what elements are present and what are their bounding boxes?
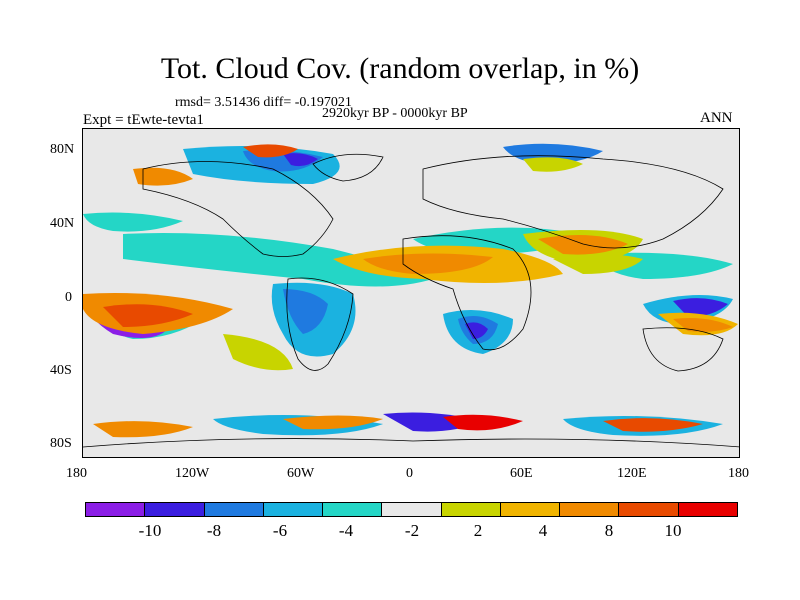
colorbar-swatch xyxy=(204,503,264,516)
lat-tick-label: 80N xyxy=(50,142,75,157)
colorbar-swatch xyxy=(263,503,324,516)
colorbar-label: 4 xyxy=(538,521,548,540)
lat-tick-label: 40N xyxy=(50,216,75,231)
lon-tick-label: 180 xyxy=(728,466,749,481)
colorbar-swatch xyxy=(560,503,620,516)
lat-tick-label: 80S xyxy=(50,436,72,451)
stats-text: rmsd= 3.51436 diff= -0.197021 xyxy=(175,95,352,110)
lon-tick-label: 0 xyxy=(406,466,413,481)
lon-tick-label: 120W xyxy=(175,466,210,481)
experiment-label: Expt = tEwte-tevta1 xyxy=(83,112,204,128)
colorbar-swatch xyxy=(441,503,501,516)
lon-tick-label: 180 xyxy=(66,466,87,481)
lat-tick-label: 0 xyxy=(65,290,72,305)
colorbar-label: -8 xyxy=(206,521,222,540)
colorbar-label: -2 xyxy=(404,521,420,540)
season-label: ANN xyxy=(700,110,733,126)
colorbar-swatch xyxy=(323,503,383,516)
colorbar-label: 10 xyxy=(664,521,682,540)
colorbar-swatch xyxy=(145,503,205,516)
colorbar-swatch xyxy=(500,503,561,516)
lon-tick-label: 60E xyxy=(510,466,533,481)
colorbar-swatch xyxy=(382,503,442,516)
lon-tick-label: 120E xyxy=(617,466,647,481)
coastlines xyxy=(83,153,739,448)
lat-tick-label: 40S xyxy=(50,363,72,378)
plot-title: Tot. Cloud Cov. (random overlap, in %) xyxy=(160,52,640,85)
period-text: 2920kyr BP - 0000kyr BP xyxy=(322,106,468,121)
colorbar xyxy=(85,502,738,517)
colorbar-label: -10 xyxy=(138,521,162,540)
positive-anomaly-fields xyxy=(83,144,738,438)
colorbar-label: -6 xyxy=(272,521,288,540)
anomaly-map xyxy=(83,143,739,448)
colorbar-swatch xyxy=(619,503,679,516)
colorbar-label: 8 xyxy=(604,521,614,540)
colorbar-swatch xyxy=(86,503,146,516)
lon-tick-label: 60W xyxy=(287,466,315,481)
colorbar-label: 2 xyxy=(473,521,483,540)
colorbar-label: -4 xyxy=(338,521,354,540)
colorbar-swatch xyxy=(678,503,737,516)
map-panel xyxy=(82,128,740,458)
negative-anomaly-fields xyxy=(83,143,733,436)
